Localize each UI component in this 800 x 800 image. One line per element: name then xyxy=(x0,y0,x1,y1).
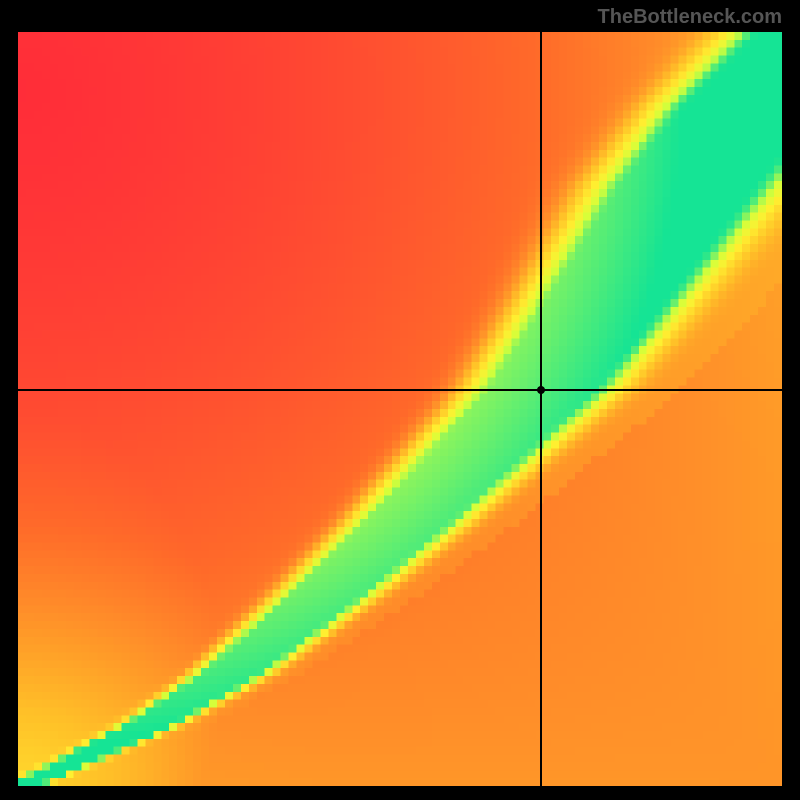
bottleneck-heatmap xyxy=(18,32,782,786)
crosshair-vertical xyxy=(540,32,542,786)
chart-container: TheBottleneck.com xyxy=(0,0,800,800)
crosshair-horizontal xyxy=(18,389,782,391)
watermark-text: TheBottleneck.com xyxy=(598,6,782,29)
